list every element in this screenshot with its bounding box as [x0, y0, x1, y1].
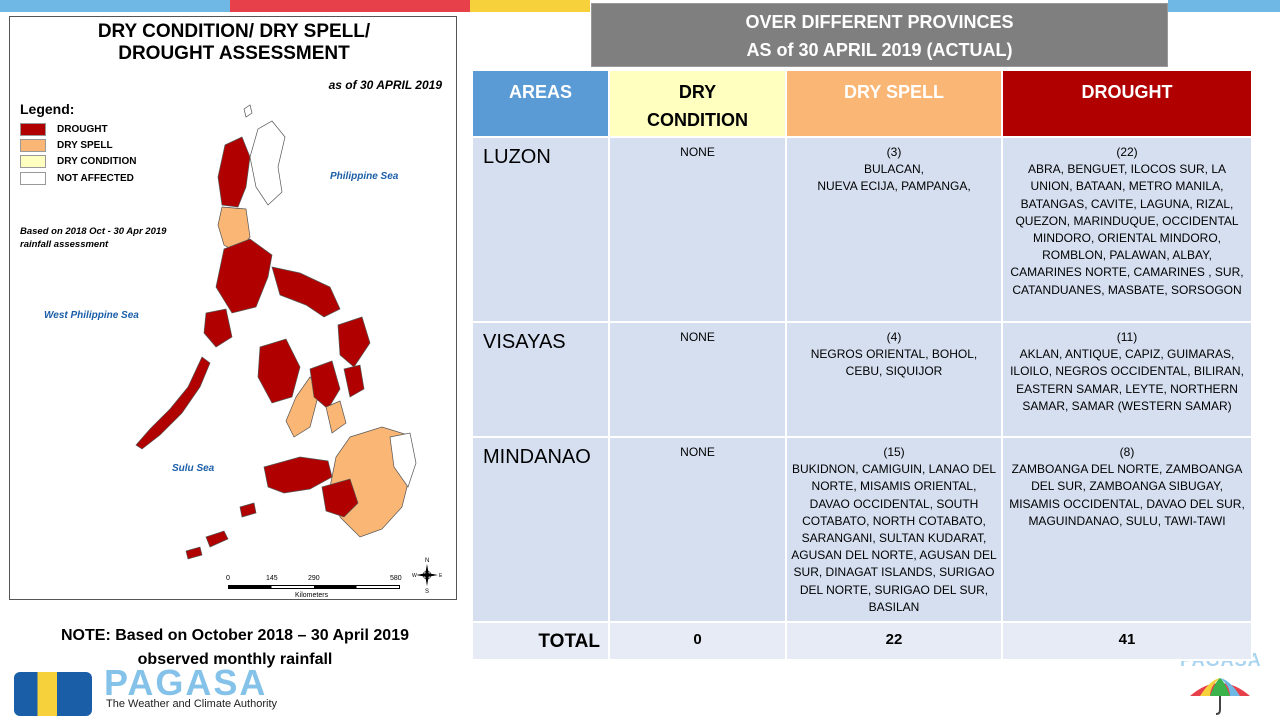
- drought-provinces: AKLAN, ANTIQUE, CAPIZ, GUIMARAS, ILOILO,…: [1010, 347, 1244, 413]
- compass-w: W: [412, 573, 417, 579]
- dry-spell-cell: (15) BUKIDNON, CAMIGUIN, LANAO DEL NORTE…: [785, 436, 1003, 623]
- pagasa-logo: PAGASA The Weather and Climate Authority: [14, 662, 314, 718]
- pagasa-tagline: The Weather and Climate Authority: [106, 698, 277, 710]
- sea-label-west-philippine-sea: West Philippine Sea: [44, 310, 139, 321]
- total-dry-condition: 0: [608, 621, 787, 661]
- dry-spell-cell: (4) NEGROS ORIENTAL, BOHOL, CEBU, SIQUIJ…: [785, 321, 1003, 438]
- drought-provinces: ABRA, BENGUET, ILOCOS SUR, LA UNION, BAT…: [1010, 162, 1244, 297]
- table-header-row: AREAS DRY CONDITION DRY SPELL DROUGHT: [471, 69, 1253, 138]
- legend-item-dry-spell: DRY SPELL: [20, 139, 113, 152]
- sea-label-sulu-sea: Sulu Sea: [172, 463, 215, 474]
- legend-title: Legend:: [20, 101, 75, 117]
- table-row-total: TOTAL 0 22 41: [471, 621, 1253, 661]
- scale-tick: 580: [390, 575, 402, 582]
- total-label: TOTAL: [471, 621, 610, 661]
- top-color-bar-yellow: [470, 0, 590, 12]
- drought-map-panel: DRY CONDITION/ DRY SPELL/ DROUGHT ASSESS…: [9, 16, 457, 600]
- legend-label: DROUGHT: [57, 124, 108, 135]
- scale-tick: 0: [226, 575, 230, 582]
- drought-count: (8): [1119, 445, 1135, 459]
- legend-swatch-dry-condition: [20, 155, 46, 168]
- scale-unit: Kilometers: [295, 592, 329, 599]
- dry-spell-cell: (3) BULACAN, NUEVA ECIJA, PAMPANGA,: [785, 136, 1003, 323]
- dry-spell-provinces: BUKIDNON, CAMIGUIN, LANAO DEL NORTE, MIS…: [791, 462, 997, 614]
- scale-tick: 290: [308, 575, 320, 582]
- top-color-bar-red: [230, 0, 470, 12]
- compass-s: S: [425, 589, 429, 595]
- table-row-mindanao: MINDANAO NONE (15) BUKIDNON, CAMIGUIN, L…: [471, 436, 1253, 623]
- dry-spell-count: (4): [886, 330, 902, 344]
- area-name: LUZON: [471, 136, 610, 323]
- legend-item-drought: DROUGHT: [20, 123, 108, 136]
- pagasa-emblem-icon: [14, 672, 92, 716]
- philippines-map: [135, 104, 417, 560]
- drought-cell: (22) ABRA, BENGUET, ILOCOS SUR, LA UNION…: [1001, 136, 1253, 323]
- legend-label: DRY CONDITION: [57, 156, 137, 167]
- pagasa-wordmark: PAGASA: [104, 662, 268, 703]
- drought-assessment-table: AREAS DRY CONDITION DRY SPELL DROUGHT LU…: [471, 69, 1253, 661]
- area-name: MINDANAO: [471, 436, 610, 623]
- drought-provinces: ZAMBOANGA DEL NORTE, ZAMBOANGA DEL SUR, …: [1009, 462, 1245, 528]
- map-basis-note: Based on 2018 Oct - 30 Apr 2019 rainfall…: [20, 226, 167, 250]
- map-scale-bar: [228, 585, 400, 589]
- legend-label: DRY SPELL: [57, 140, 113, 151]
- column-header-areas: AREAS: [471, 69, 610, 138]
- drought-count: (11): [1116, 330, 1138, 344]
- legend-item-not-affected: NOT AFFECTED: [20, 172, 134, 185]
- compass-n: N: [425, 558, 429, 564]
- header-line-2: AS of 30 APRIL 2019 (ACTUAL): [746, 40, 1013, 60]
- legend-swatch-drought: [20, 123, 46, 136]
- legend-label: NOT AFFECTED: [57, 173, 134, 184]
- table-row-luzon: LUZON NONE (3) BULACAN, NUEVA ECIJA, PAM…: [471, 136, 1253, 323]
- compass-e: E: [439, 573, 442, 579]
- scale-tick: 145: [266, 575, 278, 582]
- legend-swatch-not-affected: [20, 172, 46, 185]
- drought-count: (22): [1116, 145, 1138, 159]
- map-date: as of 30 APRIL 2019: [328, 78, 442, 92]
- legend-item-dry-condition: DRY CONDITION: [20, 155, 136, 168]
- column-header-dry-spell: DRY SPELL: [785, 69, 1003, 138]
- map-title: DRY CONDITION/ DRY SPELL/ DROUGHT ASSESS…: [97, 21, 371, 64]
- drought-cell: (8) ZAMBOANGA DEL NORTE, ZAMBOANGA DEL S…: [1001, 436, 1253, 623]
- total-dry-spell: 22: [785, 621, 1003, 661]
- area-name: VISAYAS: [471, 321, 610, 438]
- header-line-1: OVER DIFFERENT PROVINCES: [745, 12, 1014, 32]
- rainfall-note: NOTE: Based on October 2018 – 30 April 2…: [61, 627, 409, 668]
- total-drought: 41: [1001, 621, 1253, 661]
- drought-cell: (11) AKLAN, ANTIQUE, CAPIZ, GUIMARAS, IL…: [1001, 321, 1253, 438]
- dry-spell-provinces: NEGROS ORIENTAL, BOHOL, CEBU, SIQUIJOR: [810, 347, 978, 379]
- umbrella-icon: [1190, 678, 1250, 715]
- table-row-visayas: VISAYAS NONE (4) NEGROS ORIENTAL, BOHOL,…: [471, 321, 1253, 438]
- dry-condition-cell: NONE: [608, 136, 787, 323]
- compass-rose-icon: N W E S: [412, 558, 442, 595]
- top-color-bar-blue-right: [1168, 0, 1280, 12]
- table-header-banner: OVER DIFFERENT PROVINCES AS of 30 APRIL …: [591, 3, 1168, 67]
- dry-spell-provinces: BULACAN, NUEVA ECIJA, PAMPANGA,: [817, 162, 971, 194]
- sea-label-philippine-sea: Philippine Sea: [330, 171, 399, 182]
- dry-condition-cell: NONE: [608, 321, 787, 438]
- column-header-dry-condition: DRY CONDITION: [608, 69, 787, 138]
- column-header-drought: DROUGHT: [1001, 69, 1253, 138]
- dry-spell-count: (15): [883, 445, 905, 459]
- top-color-bar-blue: [0, 0, 230, 12]
- dry-spell-count: (3): [886, 145, 902, 159]
- legend-swatch-dry-spell: [20, 139, 46, 152]
- dry-condition-cell: NONE: [608, 436, 787, 623]
